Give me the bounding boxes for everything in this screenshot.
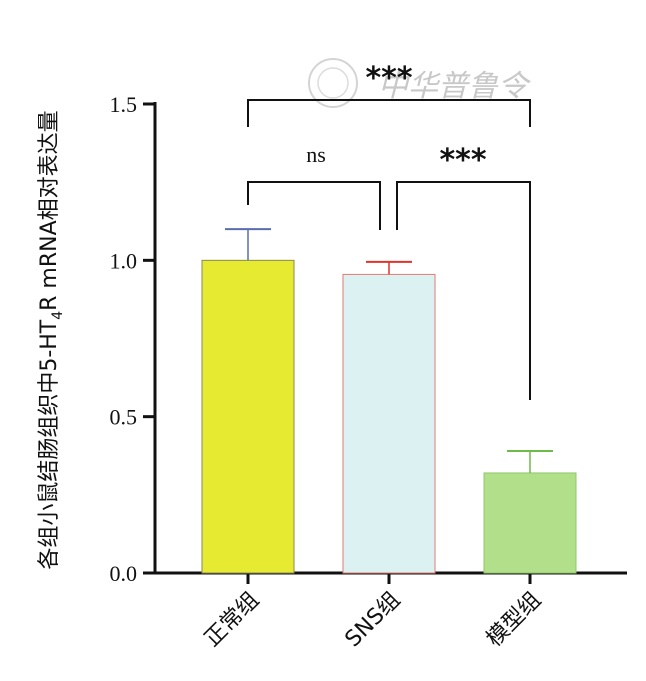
- significance-label-ns: ns: [306, 142, 326, 167]
- bar: [483, 472, 577, 574]
- watermark: 中华普鲁令: [308, 58, 531, 108]
- y-tick-label: 1.5: [110, 92, 138, 117]
- y-axis-label-prefix: 各组小鼠结肠组织中5-HT: [37, 319, 62, 569]
- significance-brackets: ns *** ***: [247, 61, 531, 400]
- bar: [342, 273, 436, 574]
- significance-bracket: [247, 181, 381, 230]
- y-tick-label: 1.0: [110, 248, 138, 273]
- bar: [201, 259, 295, 574]
- bars: [201, 259, 577, 574]
- x-tick-label: 模型组: [482, 588, 546, 652]
- y-axis-label-suffix: R mRNA相对表达量: [37, 110, 62, 311]
- watermark-seal-inner-icon: [317, 67, 349, 99]
- significance-label-stars: ***: [439, 143, 486, 178]
- x-tick-label: 正常组: [200, 588, 264, 652]
- y-tick-label: 0.5: [110, 405, 138, 430]
- y-axis-label-subscript: 4: [50, 311, 66, 320]
- watermark-text: 中华普鲁令: [378, 69, 531, 104]
- x-tick-label: SNS组: [341, 588, 406, 653]
- watermark-seal-icon: [308, 58, 358, 108]
- y-tick-label: 0.0: [110, 561, 138, 586]
- significance-bracket: [396, 181, 531, 400]
- significance-bracket: [247, 99, 531, 127]
- significance-label-stars: ***: [365, 61, 412, 96]
- y-axis-label: 各组小鼠结肠组织中5-HT4R mRNA相对表达量: [37, 110, 66, 569]
- error-bars: [225, 228, 553, 473]
